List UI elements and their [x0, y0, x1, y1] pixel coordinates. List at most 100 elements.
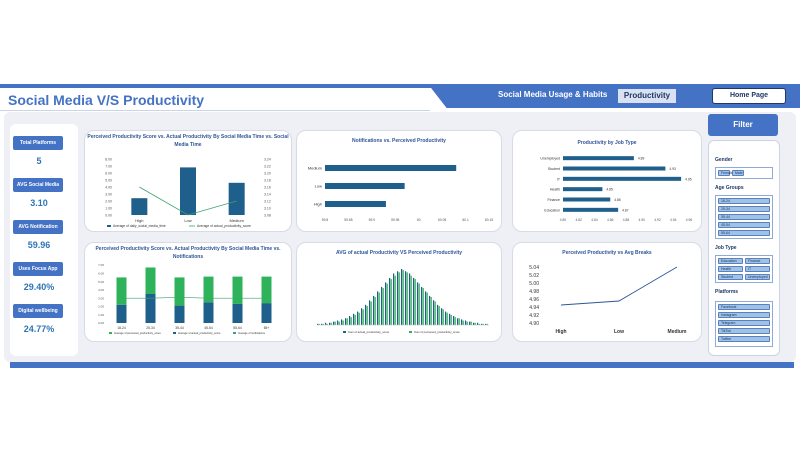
chart-card-breaks: Perceived Productivity vs Avg Breaks 5.0… [512, 242, 702, 342]
slicer-chip-platform-3[interactable]: Telegram [718, 320, 770, 326]
nav-link-usage[interactable]: Social Media Usage & Habits [498, 90, 608, 99]
bar [457, 318, 459, 325]
kpi-value-social: 3.10 [30, 198, 48, 208]
bar [563, 156, 634, 161]
x-tick-label: 45-54 [204, 326, 213, 330]
chart-notifications-breakdown: 0.00 1.00 2.00 3.00 4.00 5.00 6.00 7.00 18-24 25-… [98, 263, 272, 335]
bar [482, 323, 484, 325]
bar [563, 197, 611, 202]
y2-tick-label: 3.10 [264, 207, 271, 211]
slicer-chip-age-3[interactable]: 35-44 [718, 214, 770, 220]
bar [485, 323, 487, 325]
chart-card-social-time: Perceived Productivity Score vs. Actual … [84, 130, 292, 232]
bar [414, 279, 416, 325]
chart-title: Notifications vs. Perceived Productivity [352, 138, 446, 144]
bar [563, 176, 682, 181]
tab-productivity[interactable]: Productivity [618, 89, 676, 103]
bar [430, 297, 432, 325]
bar [330, 322, 332, 325]
y-tick-label: 4.92 [529, 313, 539, 319]
bar [438, 305, 440, 325]
x-tick-label: Medium [668, 329, 687, 335]
slicer-chip-job-2[interactable]: Finance [745, 258, 770, 264]
x-tick-label: Medium [230, 218, 245, 223]
home-page-button[interactable]: Home Page [712, 88, 786, 104]
slicer-chip-platform-2[interactable]: Instagram [718, 312, 770, 318]
x-tick-label: 4.90 [639, 218, 646, 222]
legend-swatch [109, 332, 112, 334]
slicer-chip-age-1[interactable]: 18-24 [718, 198, 770, 204]
x-tick-label: 55-64 [233, 326, 242, 330]
y-tick-label: Unemployed [540, 157, 560, 161]
x-tick-label: 4.96 [686, 218, 693, 222]
slicer-chip-platform-1[interactable]: Facebook [718, 304, 770, 310]
chart-card-job-type: Productivity by Job Type 4.80 4.82 4.84 4.8… [512, 130, 702, 232]
legend-swatch [409, 331, 412, 333]
bar [116, 277, 127, 305]
y-tick-label: 2.00 [98, 305, 104, 309]
bar [409, 273, 411, 325]
bar [318, 323, 320, 325]
slicer-chip-age-4[interactable]: 45-54 [718, 222, 770, 228]
bar [477, 322, 479, 325]
filter-heading-gender: Gender [715, 157, 733, 163]
bar [413, 277, 415, 325]
bar [417, 282, 419, 325]
slicer-chip-age-2[interactable]: 25-34 [718, 206, 770, 212]
slicer-chip-job-1[interactable]: Education [718, 258, 743, 264]
bar [228, 182, 245, 215]
bar [434, 301, 436, 325]
slicer-chip-platform-4[interactable]: TikTok [718, 328, 770, 334]
filter-panel: Gender Female Male Age Groups 18-24 25-3… [708, 140, 780, 356]
y-tick-label: 4.00 [98, 288, 104, 292]
slicer-gender: Female Male [715, 167, 773, 179]
bar [261, 276, 272, 304]
slicer-chip-age-5[interactable]: 55-64 [718, 230, 770, 236]
slicer-chip-job-3[interactable]: Health [718, 266, 743, 272]
slicer-chip-male[interactable]: Male [732, 170, 744, 176]
bar [174, 305, 185, 323]
legend-label: Sum of actual_productivity_score [348, 330, 390, 334]
bar [389, 277, 391, 325]
bar [346, 318, 348, 325]
slicer-chip-platform-5[interactable]: Twitter [718, 336, 770, 342]
y-tick-label: 4.96 [529, 297, 539, 303]
bar [325, 183, 405, 189]
kpi-label-notification: AVG Notification [13, 220, 63, 234]
legend-label: Average of notifications [238, 331, 266, 335]
filter-button[interactable]: Filter [708, 114, 778, 136]
kpi-label-social: AVG Social Media [13, 178, 63, 192]
kpi-label-focus: Uses Focus App [13, 262, 63, 276]
bar [353, 313, 355, 325]
bar [394, 275, 396, 325]
bar [325, 322, 327, 325]
slicer-chip-job-5[interactable]: Student [718, 274, 743, 280]
chart-title: Perceived Productivity Score vs. Actual … [87, 134, 289, 148]
x-tick-label: 4.82 [576, 218, 583, 222]
bar [370, 301, 372, 325]
y-tick-label: 1.00 [98, 313, 104, 317]
y-tick-label: Health [550, 188, 560, 192]
bar [362, 309, 364, 325]
kpi-label-wellbeing: Digital wellbeing [13, 304, 63, 318]
bar [358, 312, 360, 325]
slicer-chip-job-4[interactable]: IT [745, 266, 770, 272]
x-tick-label: 35-44 [175, 326, 184, 330]
slicer-chip-female[interactable]: Female [718, 170, 733, 176]
chart-title: Perceived Productivity vs Avg Breaks [562, 250, 652, 256]
slicer-chip-job-6[interactable]: Unemployed [745, 274, 770, 280]
x-tick-label: 4.80 [560, 218, 567, 222]
chart-notifications: 59.8 59.85 59.9 59.95 60 60.05 60.1 60.15 Medium… [308, 165, 493, 222]
bar [563, 187, 603, 192]
bar [401, 269, 403, 325]
bar [397, 271, 399, 325]
x-tick-label: Low [614, 329, 624, 335]
bar [426, 292, 428, 325]
x-tick-label: 59.85 [344, 218, 352, 222]
bar [563, 207, 619, 212]
y-tick-label: 4.90 [529, 321, 539, 327]
bar [433, 300, 435, 325]
legend-swatch [173, 332, 176, 334]
y-tick-label: Low [315, 184, 322, 189]
y-tick-label: 4.94 [529, 305, 539, 311]
